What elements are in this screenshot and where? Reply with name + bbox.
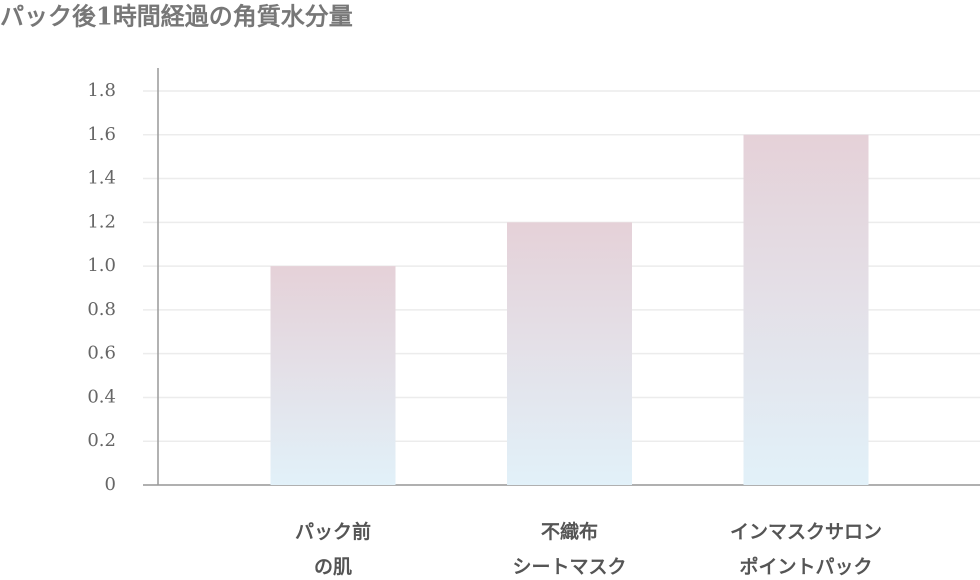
y-tick-label: 1.4 [87,168,116,189]
chart-title: パック後1時間経過の角質水分量 [0,2,353,31]
x-tick-label: の肌 [314,556,352,578]
y-tick-label: 0.8 [87,299,116,320]
y-tick-label: 1.2 [87,211,116,232]
bar [270,266,396,485]
x-tick-label: シートマスク [512,556,626,578]
bar [507,222,632,486]
y-tick-label: 1.8 [87,80,116,101]
y-tick-label: 0.2 [87,430,116,451]
y-tick-label: 0.6 [87,343,116,364]
y-tick-label: 1.6 [87,124,116,145]
y-tick-label: 0.4 [87,386,116,407]
y-tick-label: 1.0 [87,255,116,276]
x-tick-label: パック前 [295,520,371,543]
x-tick-label: ポイントパック [739,555,872,578]
bar [743,134,869,485]
y-tick-label: 0 [105,474,116,495]
x-tick-label: インマスクサロン [730,521,882,543]
x-tick-label: 不織布 [541,520,598,543]
